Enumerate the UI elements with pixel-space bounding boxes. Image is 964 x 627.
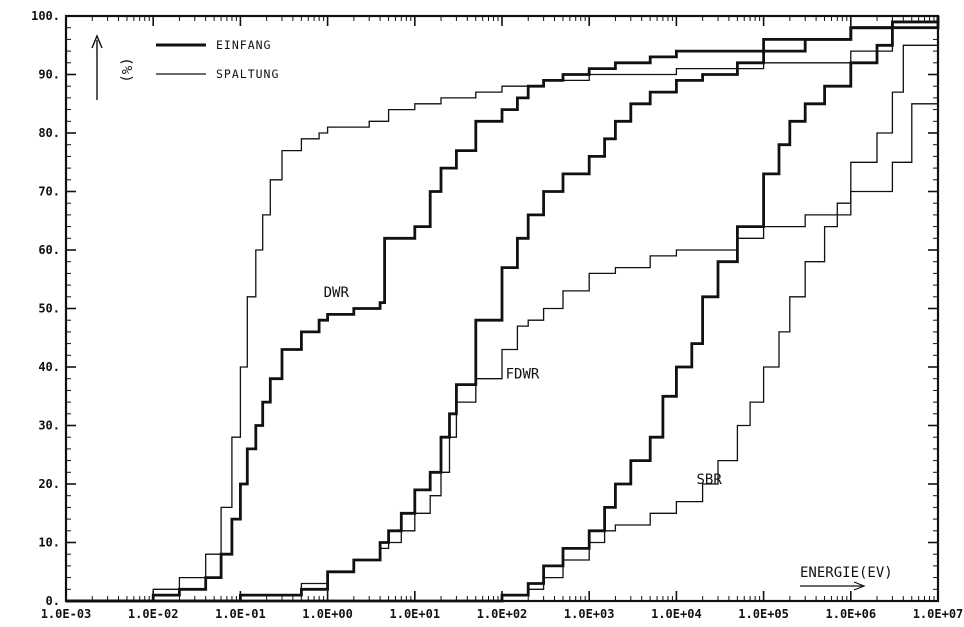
y-tick-label: 60. [38,243,60,257]
annotation-dwr: DWR [324,285,350,301]
x-axis-label: ENERGIE(EV) [800,565,893,581]
series-lines [66,16,940,603]
legend-label-spaltung: SPALTUNG [216,67,279,81]
x-tick-label: 1.0E-02 [128,607,179,621]
x-tick-label: 1.0E+03 [564,607,615,621]
legend-label-einfang: EINFANG [216,38,271,52]
y-tick-label: 100. [31,9,60,23]
y-tick-label: 10. [38,536,60,550]
legend: EINFANG SPALTUNG [156,38,279,81]
sbr-spaltung-line [66,16,939,602]
curve-annotations: DWR FDWR SBR [324,285,723,488]
x-tick-label: 1.0E+02 [477,607,528,621]
y-tick-label: 70. [38,185,60,199]
x-axis-arrow-icon [853,581,866,591]
y-tick-label: 80. [38,126,60,140]
y-tick-label: 40. [38,360,60,374]
fdwr-spaltung-line [66,16,939,602]
annotation-fdwr: FDWR [506,367,540,383]
x-tick-label: 1.0E-01 [215,607,266,621]
x-tick-label: 1.0E+01 [390,607,441,621]
axis-ticks [65,15,939,602]
annotation-sbr: SBR [696,472,722,488]
y-axis-label: (%) [118,57,134,82]
x-tick-label: 1.0E+05 [738,607,789,621]
axis-titles: (%) ENERGIE(EV) [91,34,893,591]
y-axis-arrow-icon [91,34,103,49]
x-tick-label: 1.0E+04 [651,607,702,621]
x-tick-label: 1.0E+06 [826,607,877,621]
dwr-spaltung-line [66,16,939,602]
x-tick-label: 1.0E-03 [41,607,92,621]
y-tick-label: 30. [38,419,60,433]
y-tick-label: 50. [38,302,60,316]
x-tick-label: 1.0E+00 [302,607,353,621]
tick-labels: 1.0E-03 1.0E-02 1.0E-01 1.0E+00 1.0E+01 1.0E+… [31,9,963,621]
y-tick-label: 90. [38,68,60,82]
dwr-einfang-line [66,16,940,603]
y-tick-label: 0. [46,594,60,608]
y-tick-label: 20. [38,477,60,491]
x-tick-label: 1.0E+07 [913,607,964,621]
